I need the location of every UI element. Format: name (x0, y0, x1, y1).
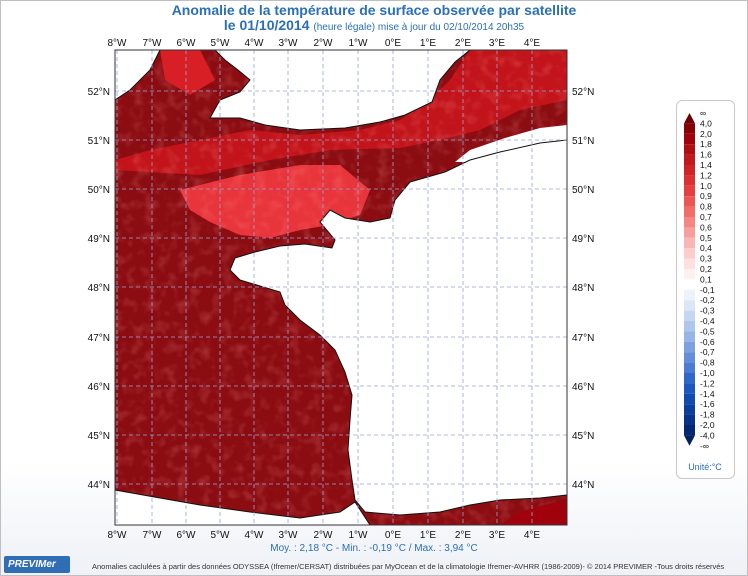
lon-label: 6°W (177, 530, 197, 541)
left-lat-labels: 52°N 51°N 50°N 49°N 48°N 47°N 46°N 45°N … (88, 87, 110, 491)
lon-label: 3°E (489, 530, 506, 541)
lon-label: 8°W (108, 530, 128, 541)
lat-label: 44°N (88, 480, 110, 491)
land-ireland (115, 50, 161, 101)
lat-label: 51°N (572, 136, 594, 147)
lat-label: 49°N (88, 234, 110, 245)
lat-label: 47°N (572, 333, 594, 344)
lon-label: 7°W (143, 530, 163, 541)
lon-label: 1°W (349, 38, 369, 49)
lon-label: 1°E (420, 530, 437, 541)
lon-label: 2°E (455, 38, 472, 49)
lon-label: 5°W (211, 38, 231, 49)
lat-label: 44°N (572, 480, 594, 491)
lon-label: 2°E (455, 530, 472, 541)
legend-unit: Unité:°C (688, 462, 722, 472)
right-lat-labels: 52°N 51°N 50°N 49°N 48°N 47°N 46°N 45°N … (572, 87, 594, 491)
lat-label: 47°N (88, 333, 110, 344)
credits-text: Anomalies caclulées à partir des données… (92, 562, 725, 571)
lat-label: 46°N (572, 382, 594, 393)
lat-label: 50°N (572, 185, 594, 196)
map-graticule (115, 50, 567, 525)
map-title: Anomalie de la température de surface ob… (171, 2, 577, 18)
lon-label: 6°W (177, 38, 197, 49)
lon-label: 4°E (524, 38, 541, 49)
lon-label: 4°E (524, 530, 541, 541)
top-lon-labels: 8°W 7°W 6°W 5°W 4°W 3°W 2°W 1°W 0°E 1°E … (108, 38, 541, 49)
lon-label: 5°W (211, 530, 231, 541)
lat-label: 48°N (572, 283, 594, 294)
land-spain (115, 489, 371, 525)
map-area (115, 50, 567, 525)
lon-label: 2°W (314, 38, 334, 49)
map-statistics: Moy. : 2,18 °C - Min. : -0,19 °C / Max. … (270, 543, 478, 554)
color-legend (676, 100, 735, 479)
land-france (229, 139, 567, 516)
lon-label: 2°W (314, 530, 334, 541)
land-england (209, 50, 471, 131)
lat-label: 52°N (572, 87, 594, 98)
lat-label: 45°N (88, 431, 110, 442)
lon-label: 1°W (349, 530, 369, 541)
previmer-logo: PREVIMer (4, 556, 70, 573)
lat-label: 45°N (572, 431, 594, 442)
map-date: le 01/10/2014 (223, 17, 310, 33)
lon-label: 3°W (279, 38, 299, 49)
lat-label: 48°N (88, 283, 110, 294)
lat-label: 49°N (572, 234, 594, 245)
lat-label: 46°N (88, 382, 110, 393)
irish-sea (160, 50, 215, 95)
lon-label: 0°E (385, 530, 402, 541)
lon-label: 3°E (489, 38, 506, 49)
mediterranean-patch (500, 500, 567, 525)
lon-label: 1°E (420, 38, 437, 49)
lat-label: 51°N (88, 136, 110, 147)
bottom-lon-labels: 8°W 7°W 6°W 5°W 4°W 3°W 2°W 1°W 0°E 1°E … (108, 530, 541, 541)
lat-label: 52°N (88, 87, 110, 98)
lon-label: 7°W (143, 38, 163, 49)
lon-label: 4°W (245, 530, 265, 541)
lat-label: 50°N (88, 185, 110, 196)
map-border (114, 49, 568, 526)
lon-label: 3°W (279, 530, 299, 541)
lon-label: 0°E (385, 38, 402, 49)
lon-label: 4°W (245, 38, 265, 49)
map-update-info: (heure légale) mise à jour du 02/10/2014… (313, 22, 525, 33)
lon-label: 8°W (108, 38, 128, 49)
map-subtitle: le 01/10/2014 (heure légale) mise à jour… (0, 17, 748, 33)
